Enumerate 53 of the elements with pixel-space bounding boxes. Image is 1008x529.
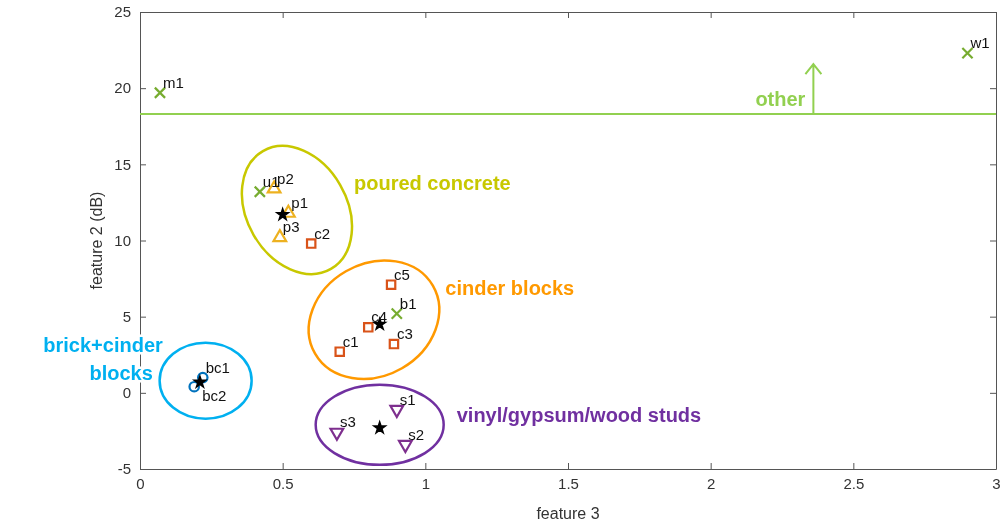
y-tick-label: 10 (114, 231, 131, 249)
annotation: w1 (969, 34, 990, 52)
x-tick-label: 0 (136, 474, 145, 492)
y-tick-label: 5 (122, 307, 131, 325)
point (389, 404, 405, 419)
annotation: c2 (314, 224, 331, 242)
annotation: c3 (396, 325, 413, 343)
y-tick-label: 20 (114, 79, 131, 97)
annotation: c4 (371, 308, 388, 326)
point (334, 346, 346, 357)
annotation: bc1 (205, 358, 230, 376)
point (253, 185, 267, 198)
point (196, 371, 209, 384)
annotation: bc2 (202, 386, 227, 404)
x-tick-label: 3 (992, 474, 1001, 492)
x-tick-label: 2.5 (843, 474, 865, 492)
annotation: b1 (399, 294, 417, 312)
annotation: poured concrete (354, 172, 511, 195)
x-tick-label: 0.5 (272, 474, 294, 492)
y-tick-label: 15 (114, 155, 131, 173)
y-tick-label: -5 (117, 460, 131, 478)
point (373, 421, 387, 434)
point (961, 46, 974, 60)
point (188, 380, 201, 393)
annotation: p2 (277, 169, 294, 187)
annotation: c5 (394, 265, 410, 283)
y-tick-label: 0 (122, 384, 131, 402)
x-axis-title: feature 3 (536, 505, 600, 522)
annotation: p3 (282, 218, 300, 236)
x-tick-label: 1 (421, 474, 431, 492)
point (193, 375, 207, 388)
point (305, 238, 317, 249)
point (362, 322, 374, 333)
annotation: s2 (408, 425, 425, 443)
annotation: c1 (342, 332, 359, 350)
point (397, 439, 413, 454)
point (276, 207, 290, 221)
ref-line-label: other (755, 88, 806, 111)
annotation: s1 (399, 390, 416, 408)
annotation: vinyl/gypsum/wood studs (456, 403, 702, 426)
point (388, 338, 400, 350)
point (329, 427, 345, 441)
point (385, 279, 397, 290)
x-tick-label: 2 (706, 474, 716, 492)
y-axis-title: feature 2 (dB) (88, 191, 105, 290)
point (390, 307, 404, 320)
x-tick-label: 1.5 (558, 474, 579, 492)
y-tick-label: 25 (114, 3, 131, 21)
annotation: s3 (339, 413, 356, 431)
annotation: cinder blocks (445, 277, 575, 300)
annotation: m1 (162, 73, 184, 91)
point (153, 86, 167, 99)
annotation: p1 (291, 194, 309, 212)
